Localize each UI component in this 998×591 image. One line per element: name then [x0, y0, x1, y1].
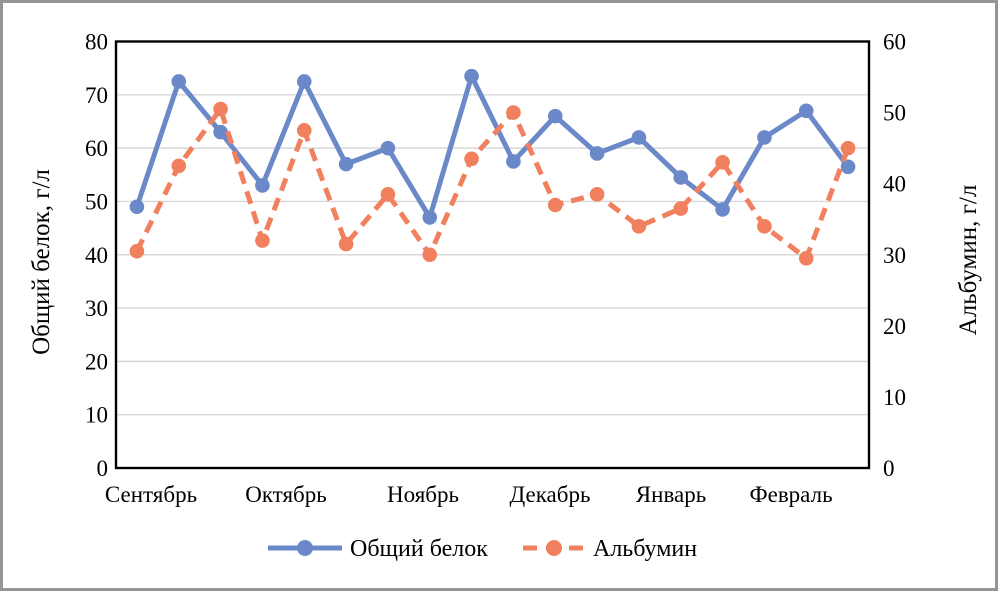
left-axis-tick-label: 60 — [85, 136, 108, 161]
legend-label-total-protein: Общий белок — [350, 536, 488, 562]
data-point-marker-total-protein — [129, 199, 145, 215]
data-point-marker-albumin — [506, 105, 521, 120]
right-axis-tick-label: 30 — [883, 243, 906, 268]
left-axis-tick-label: 70 — [85, 83, 108, 108]
series-line-albumin — [134, 106, 851, 261]
data-point-marker-total-protein — [547, 108, 563, 124]
x-axis-month-label: Сентябрь — [105, 482, 197, 507]
left-axis-tick-label: 10 — [85, 403, 108, 428]
series-line-total-protein — [134, 73, 851, 220]
right-axis-tick-label: 20 — [883, 314, 906, 339]
data-point-marker-albumin — [129, 243, 145, 259]
left-axis-tick-label: 40 — [85, 243, 108, 268]
data-point-marker-total-protein — [422, 210, 438, 225]
data-point-marker-albumin — [296, 123, 312, 138]
x-axis-month-label: Октябрь — [245, 482, 327, 507]
left-axis-title: Общий белок, г/л — [28, 169, 55, 355]
data-point-marker-total-protein — [255, 178, 270, 193]
x-axis-month-label: Январь — [636, 482, 706, 507]
data-point-marker-total-protein — [464, 68, 479, 84]
data-point-marker-total-protein — [338, 156, 354, 172]
data-point-marker-total-protein — [840, 159, 856, 175]
data-point-marker-albumin — [757, 219, 772, 234]
data-point-marker-albumin — [213, 101, 228, 117]
data-point-marker-total-protein — [757, 130, 772, 145]
right-axis-tick-label: 50 — [883, 101, 906, 126]
data-point-marker-total-protein — [213, 124, 228, 140]
right-axis-title: Альбумин, г/л — [955, 185, 982, 336]
data-point-marker-total-protein — [589, 146, 605, 161]
left-axis-tick-label: 0 — [97, 456, 109, 481]
data-point-marker-albumin — [547, 197, 563, 213]
x-axis-month-label: Февраль — [749, 482, 832, 507]
legend-swatch-marker-total-protein — [297, 540, 313, 556]
legend-label-albumin: Альбумин — [593, 536, 697, 562]
data-point-marker-albumin — [255, 233, 270, 248]
data-point-marker-total-protein — [380, 140, 396, 156]
data-point-marker-albumin — [422, 247, 438, 263]
data-point-marker-total-protein — [631, 130, 647, 145]
x-axis-month-label: Ноябрь — [387, 482, 459, 507]
left-axis-tick-label: 80 — [85, 30, 108, 55]
left-axis-tick-label: 30 — [85, 296, 108, 321]
data-point-marker-albumin — [338, 236, 354, 252]
data-point-marker-albumin — [673, 201, 689, 216]
data-point-marker-albumin — [464, 151, 479, 167]
data-point-marker-albumin — [715, 155, 730, 170]
data-point-marker-albumin — [798, 251, 814, 266]
data-point-marker-total-protein — [715, 202, 730, 217]
data-point-marker-total-protein — [296, 74, 312, 89]
right-axis-tick-label: 60 — [883, 30, 906, 55]
left-axis-tick-label: 50 — [85, 189, 108, 214]
left-axis-tick-label: 20 — [85, 349, 108, 374]
data-point-marker-total-protein — [506, 154, 521, 169]
data-point-marker-total-protein — [673, 170, 689, 185]
right-axis-tick-label: 40 — [883, 172, 906, 197]
data-point-marker-albumin — [840, 140, 856, 156]
legend-swatch-marker-albumin — [546, 540, 562, 556]
data-point-marker-total-protein — [171, 74, 187, 89]
data-point-marker-albumin — [589, 187, 605, 202]
data-point-marker-albumin — [380, 187, 396, 202]
data-point-marker-total-protein — [798, 103, 814, 119]
plot-border — [114, 40, 871, 470]
right-axis-tick-label: 10 — [883, 385, 906, 410]
x-axis-month-label: Декабрь — [510, 482, 591, 507]
data-point-marker-albumin — [631, 219, 647, 234]
data-point-marker-albumin — [171, 158, 187, 174]
right-axis-tick-label: 0 — [883, 456, 895, 481]
